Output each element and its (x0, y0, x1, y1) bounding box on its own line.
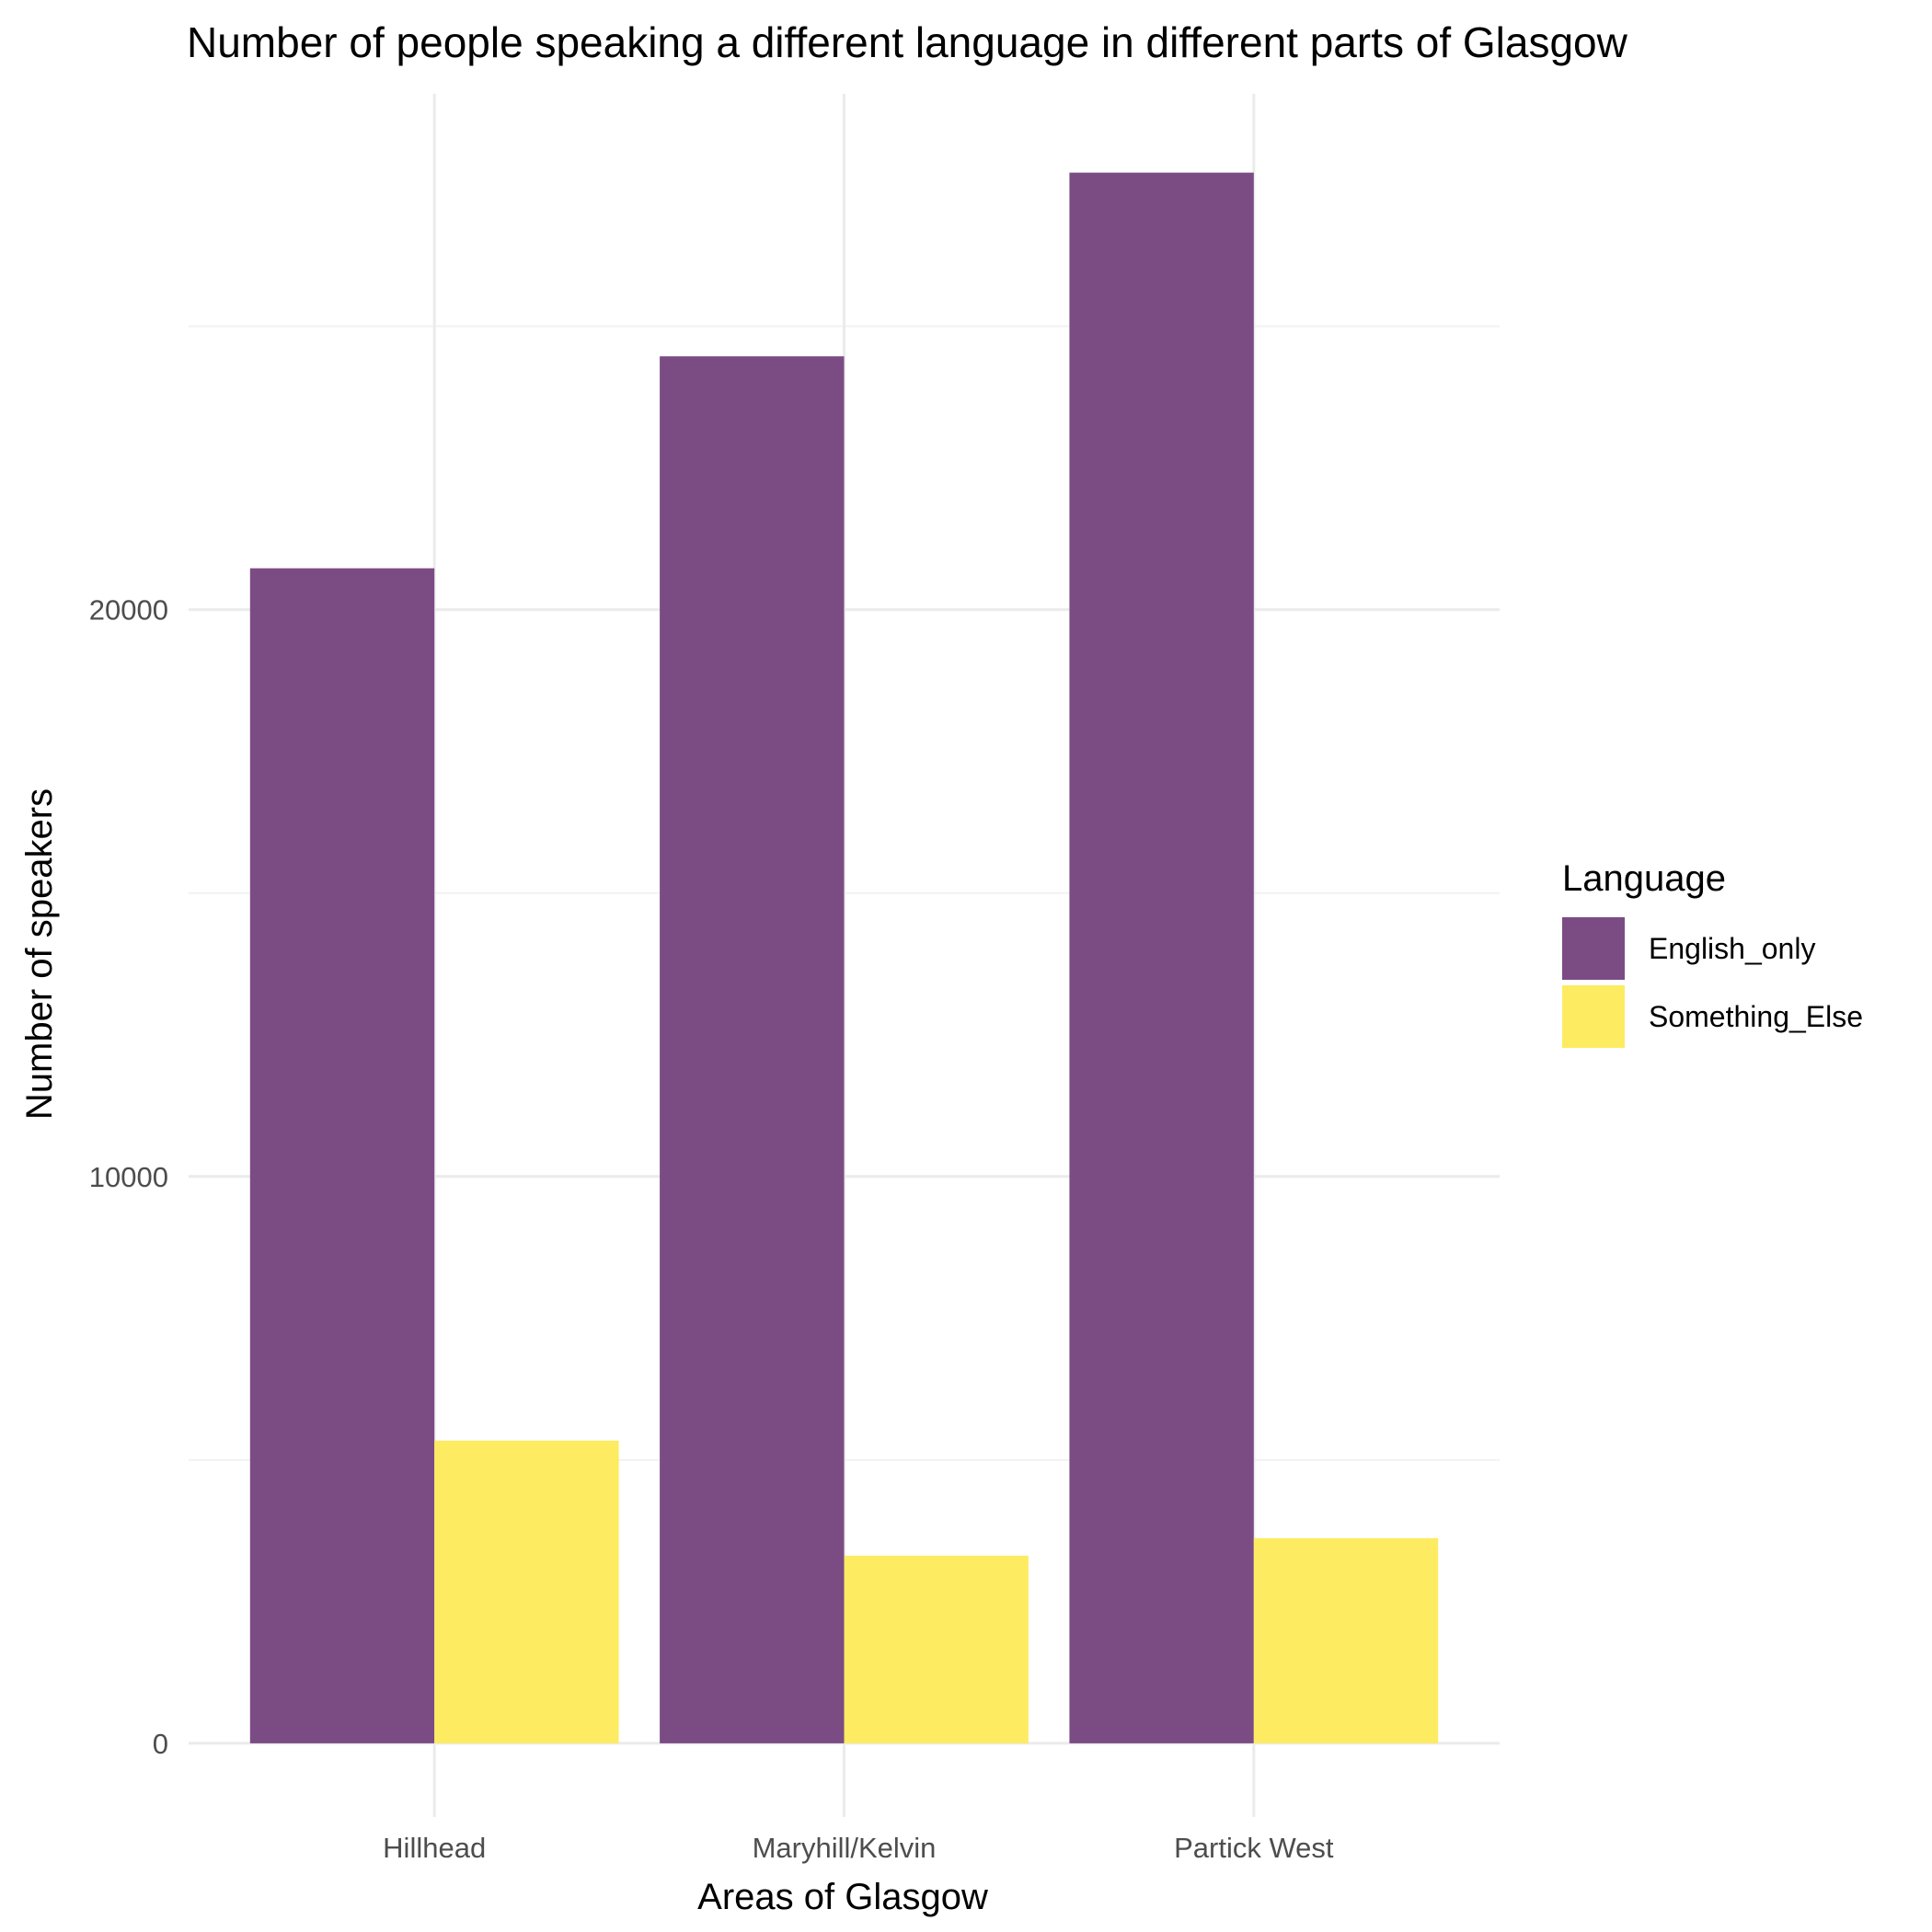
chart-title: Number of people speaking a different la… (187, 18, 1628, 66)
x-tick-label: Maryhill/Kelvin (753, 1832, 937, 1864)
x-tick-label: Partick West (1174, 1832, 1334, 1864)
y-tick-label: 10000 (89, 1161, 168, 1193)
legend: Language English_only Something_Else (1562, 858, 1863, 1048)
bars (249, 172, 1439, 1743)
x-tick-label: Hillhead (383, 1832, 486, 1864)
y-axis-ticks: 0 10000 20000 (89, 594, 168, 1760)
y-tick-label: 0 (153, 1728, 168, 1760)
bar-something-else-hillhead (434, 1440, 619, 1743)
legend-title: Language (1562, 858, 1726, 899)
bar-english-only-hillhead (249, 568, 435, 1743)
legend-label: Something_Else (1649, 1000, 1863, 1033)
bar-something-else-partick-west (1253, 1537, 1439, 1743)
bar-english-only-partick-west (1069, 172, 1254, 1743)
legend-label: English_only (1649, 932, 1815, 965)
legend-swatch (1562, 917, 1625, 980)
x-axis-ticks: Hillhead Maryhill/Kelvin Partick West (383, 1832, 1334, 1864)
y-tick-label: 20000 (89, 594, 168, 627)
y-axis-title: Number of speakers (19, 788, 60, 1120)
x-axis-title: Areas of Glasgow (697, 1877, 988, 1917)
bar-something-else-maryhill-kelvin (844, 1555, 1029, 1743)
bar-english-only-maryhill-kelvin (660, 356, 845, 1743)
legend-swatch (1562, 985, 1625, 1048)
